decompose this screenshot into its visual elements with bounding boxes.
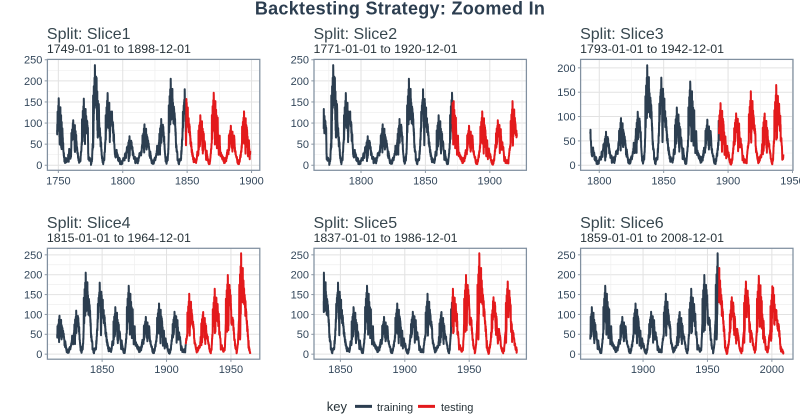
- svg-text:1815-01-01 to 1964-12-01: 1815-01-01 to 1964-12-01: [47, 231, 191, 245]
- svg-text:Split: Slice5: Split: Slice5: [314, 215, 398, 232]
- svg-text:50: 50: [30, 139, 42, 151]
- svg-text:1950: 1950: [219, 364, 243, 376]
- svg-text:1900: 1900: [154, 364, 178, 376]
- svg-text:50: 50: [563, 329, 575, 341]
- svg-text:1900: 1900: [716, 175, 740, 187]
- svg-text:1950: 1950: [457, 364, 481, 376]
- svg-text:250: 250: [291, 250, 309, 262]
- svg-text:1859-01-01 to 2008-12-01: 1859-01-01 to 2008-12-01: [580, 231, 724, 245]
- svg-text:1900: 1900: [631, 364, 655, 376]
- svg-text:0: 0: [303, 160, 309, 172]
- svg-text:1850: 1850: [328, 364, 352, 376]
- svg-text:1850: 1850: [90, 364, 114, 376]
- svg-text:200: 200: [557, 270, 575, 282]
- svg-text:1950: 1950: [695, 364, 719, 376]
- svg-text:1793-01-01 to 1942-12-01: 1793-01-01 to 1942-12-01: [580, 42, 724, 56]
- svg-text:250: 250: [291, 55, 309, 67]
- svg-text:150: 150: [291, 97, 309, 109]
- svg-text:1800: 1800: [110, 175, 134, 187]
- svg-text:0: 0: [569, 349, 575, 361]
- svg-text:50: 50: [297, 329, 309, 341]
- svg-text:200: 200: [557, 63, 575, 75]
- svg-text:Split: Slice4: Split: Slice4: [47, 215, 131, 232]
- svg-text:Backtesting Strategy: Zoomed I: Backtesting Strategy: Zoomed In: [255, 0, 545, 18]
- svg-text:100: 100: [557, 309, 575, 321]
- svg-text:150: 150: [557, 289, 575, 301]
- svg-text:0: 0: [36, 349, 42, 361]
- svg-text:1750: 1750: [46, 175, 70, 187]
- svg-text:150: 150: [24, 97, 42, 109]
- svg-text:0: 0: [303, 349, 309, 361]
- svg-text:100: 100: [557, 111, 575, 123]
- svg-text:1771-01-01 to 1920-12-01: 1771-01-01 to 1920-12-01: [314, 42, 458, 56]
- svg-text:200: 200: [291, 76, 309, 88]
- svg-text:1749-01-01 to 1898-12-01: 1749-01-01 to 1898-12-01: [47, 42, 191, 56]
- svg-text:1900: 1900: [239, 175, 263, 187]
- svg-text:1800: 1800: [587, 175, 611, 187]
- svg-text:Split: Slice6: Split: Slice6: [580, 215, 664, 232]
- svg-text:50: 50: [563, 136, 575, 148]
- svg-text:250: 250: [24, 250, 42, 262]
- svg-text:1950: 1950: [780, 175, 800, 187]
- svg-text:200: 200: [24, 76, 42, 88]
- svg-text:Split: Slice2: Split: Slice2: [314, 26, 398, 43]
- svg-text:1850: 1850: [413, 175, 437, 187]
- svg-text:Split: Slice1: Split: Slice1: [47, 26, 131, 43]
- svg-text:100: 100: [24, 118, 42, 130]
- svg-text:2000: 2000: [760, 364, 784, 376]
- svg-text:50: 50: [30, 329, 42, 341]
- svg-text:250: 250: [24, 55, 42, 67]
- svg-text:100: 100: [24, 309, 42, 321]
- svg-text:0: 0: [569, 160, 575, 172]
- svg-text:150: 150: [291, 289, 309, 301]
- svg-text:150: 150: [24, 289, 42, 301]
- svg-text:Split: Slice3: Split: Slice3: [580, 26, 664, 43]
- svg-text:1850: 1850: [651, 175, 675, 187]
- svg-text:150: 150: [557, 87, 575, 99]
- svg-text:200: 200: [24, 270, 42, 282]
- svg-text:testing: testing: [441, 402, 473, 414]
- svg-text:1800: 1800: [349, 175, 373, 187]
- svg-text:100: 100: [291, 118, 309, 130]
- svg-text:1900: 1900: [478, 175, 502, 187]
- svg-text:1837-01-01 to 1986-12-01: 1837-01-01 to 1986-12-01: [314, 231, 458, 245]
- svg-text:100: 100: [291, 309, 309, 321]
- svg-text:1850: 1850: [175, 175, 199, 187]
- svg-text:training: training: [377, 402, 413, 414]
- svg-text:50: 50: [297, 139, 309, 151]
- svg-text:key: key: [327, 399, 348, 414]
- svg-text:1900: 1900: [393, 364, 417, 376]
- svg-text:250: 250: [557, 250, 575, 262]
- svg-text:0: 0: [36, 160, 42, 172]
- svg-text:200: 200: [291, 270, 309, 282]
